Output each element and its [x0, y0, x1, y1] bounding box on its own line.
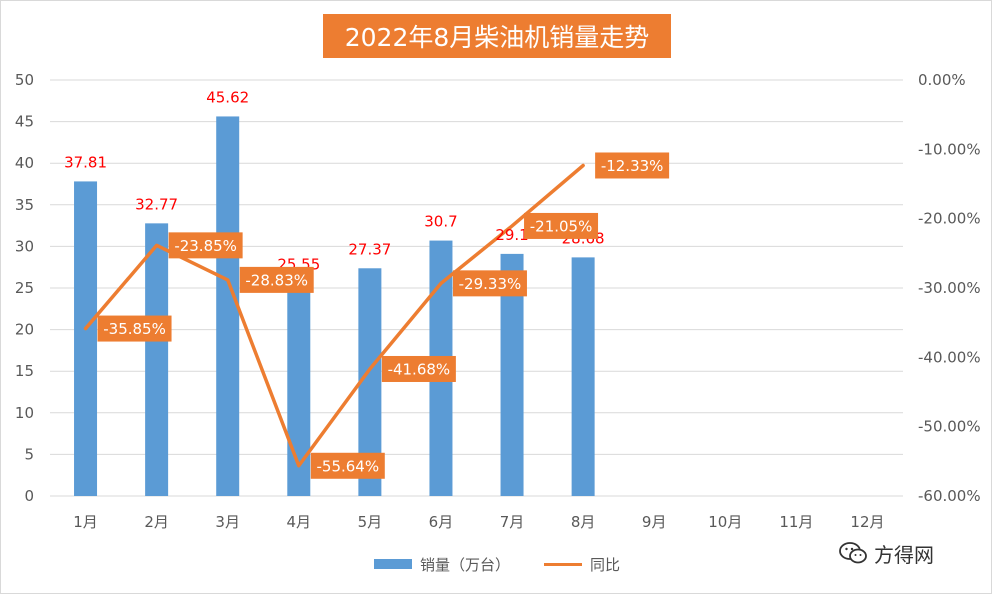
y-left-tick-label: 45 [15, 113, 34, 131]
yoy-data-label: -55.64% [316, 457, 379, 475]
x-tick-label: 5月 [358, 513, 383, 531]
legend-label-yoy: 同比 [590, 555, 621, 574]
yoy-data-label: -35.85% [103, 320, 166, 338]
y-left-tick-label: 40 [15, 154, 34, 172]
yoy-label-box [595, 152, 670, 179]
watermark-text: 方得网 [874, 542, 934, 567]
bar [358, 268, 382, 496]
x-tick-label: 9月 [642, 513, 667, 531]
chart-legend: 销量（万台） 同比 [0, 553, 994, 575]
watermark: 方得网 [838, 538, 934, 568]
yoy-label-box [97, 315, 172, 342]
yoy-label-box [239, 266, 314, 293]
chart-title: 2022年8月柴油机销量走势 [323, 14, 671, 58]
y-right-tick-label: -40.00% [918, 348, 981, 366]
bar [216, 116, 240, 497]
yoy-data-label: -21.05% [530, 217, 593, 235]
yoy-data-label: -28.83% [245, 271, 308, 289]
x-tick-label: 12月 [850, 513, 884, 531]
yoy-data-label: -12.33% [601, 157, 664, 175]
x-tick-label: 1月 [73, 513, 98, 531]
y-right-tick-label: -20.00% [918, 210, 981, 228]
y-left-tick-label: 35 [15, 196, 34, 214]
x-tick-label: 4月 [287, 513, 312, 531]
x-tick-label: 3月 [215, 513, 240, 531]
wechat-icon [839, 542, 867, 564]
bar-data-label: 37.81 [64, 153, 107, 171]
yoy-data-label: -41.68% [388, 360, 451, 378]
legend-swatch-line [544, 562, 582, 566]
x-tick-label: 6月 [429, 513, 454, 531]
bar [74, 181, 98, 496]
bar-data-label: 32.77 [135, 195, 178, 213]
y-right-tick-label: 0.00% [918, 71, 966, 89]
y-left-tick-label: 50 [15, 71, 34, 89]
x-tick-label: 2月 [144, 513, 169, 531]
x-tick-label: 11月 [779, 513, 813, 531]
legend-label-sales: 销量（万台） [419, 555, 510, 574]
yoy-label-box [452, 270, 527, 297]
bar-data-label: 45.62 [206, 88, 249, 106]
x-tick-label: 8月 [571, 513, 596, 531]
y-left-tick-label: 0 [24, 487, 34, 505]
bar-data-label: 27.37 [348, 240, 391, 258]
y-left-tick-label: 25 [15, 279, 34, 297]
y-left-tick-label: 10 [15, 404, 34, 422]
legend-item-sales[interactable]: 销量（万台） [373, 553, 510, 575]
bar-data-label: 29.1 [495, 226, 528, 244]
y-right-tick-label: -60.00% [918, 487, 981, 505]
yoy-label-box [168, 232, 243, 259]
y-right-tick-label: -10.00% [918, 140, 981, 158]
bar-data-label: 30.7 [424, 213, 457, 231]
legend-item-yoy[interactable]: 同比 [544, 553, 620, 575]
bar [145, 223, 169, 496]
y-left-tick-label: 30 [15, 237, 34, 255]
x-tick-label: 10月 [708, 513, 742, 531]
yoy-label-box [524, 212, 599, 239]
bar [287, 283, 311, 496]
yoy-label-box [310, 452, 385, 479]
y-right-tick-label: -30.00% [918, 279, 981, 297]
bar [571, 257, 595, 496]
yoy-line [83, 163, 585, 468]
legend-swatch-bar [373, 559, 412, 569]
bar [500, 253, 524, 496]
y-left-tick-label: 15 [15, 362, 34, 380]
y-left-tick-label: 20 [15, 321, 34, 339]
yoy-data-label: -23.85% [174, 237, 237, 255]
y-left-tick-label: 5 [24, 445, 34, 463]
y-right-tick-label: -50.00% [918, 418, 981, 436]
yoy-label-box [381, 355, 456, 382]
x-tick-label: 7月 [500, 513, 525, 531]
yoy-data-label: -29.33% [459, 275, 522, 293]
